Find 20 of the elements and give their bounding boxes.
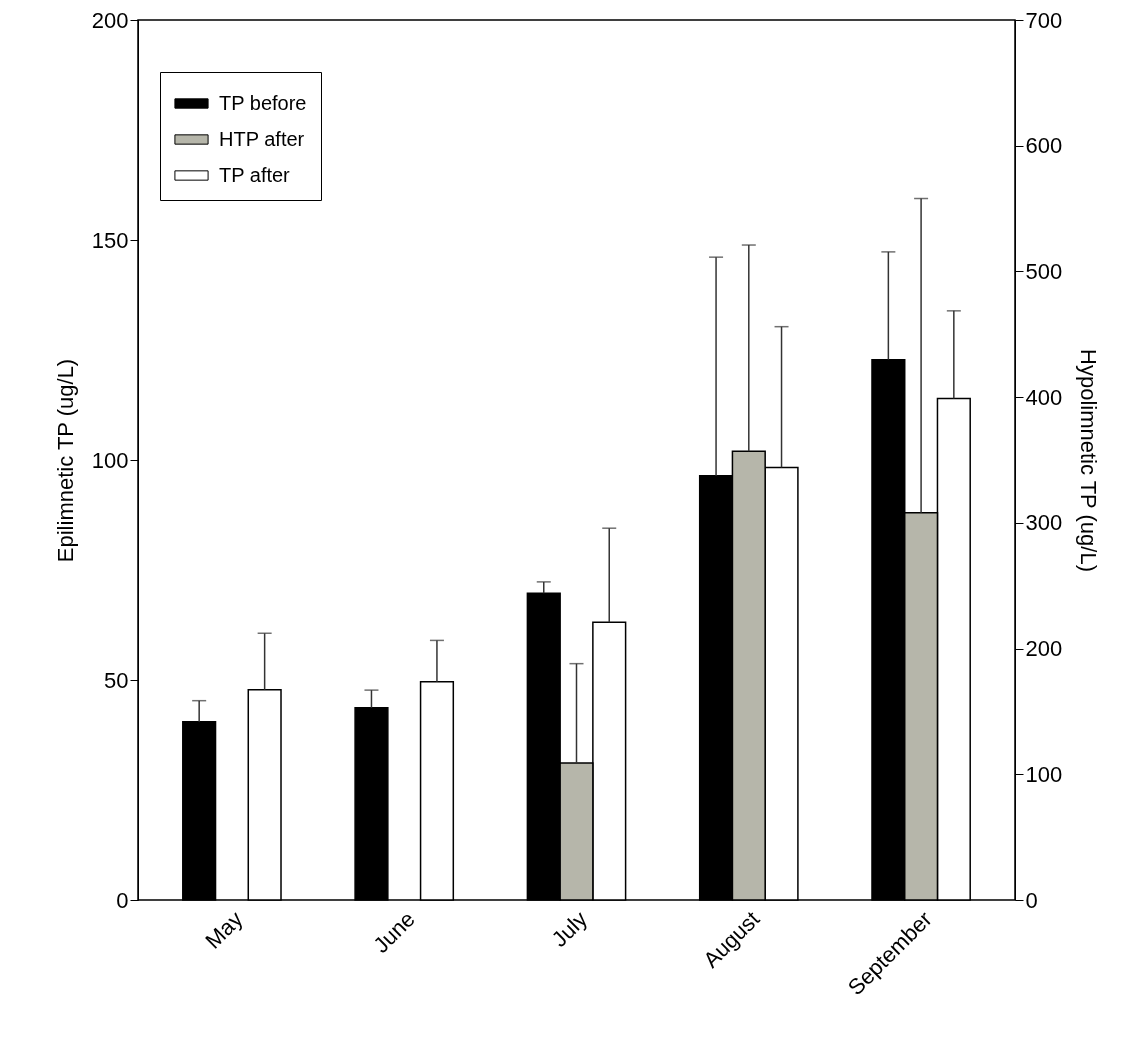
y-tick-label: 150: [91, 227, 129, 253]
y-tick-label: 50: [104, 667, 129, 693]
legend-label: HTP after: [219, 127, 305, 150]
x-tick-label: July: [546, 906, 593, 952]
y2-tick-label: 100: [1025, 761, 1063, 787]
y2-tick-label: 400: [1025, 384, 1063, 410]
legend-label: TP before: [219, 91, 307, 114]
y2-tick-label: 0: [1025, 887, 1038, 913]
y2-tick-label: 700: [1025, 7, 1063, 33]
y2-axis-title: Hypolimnetic TP (ug/L): [1076, 349, 1102, 572]
x-tick-label: May: [200, 906, 248, 954]
y2-tick-label: 200: [1025, 636, 1063, 662]
legend-label: TP after: [219, 163, 291, 186]
y-tick-label: 0: [116, 887, 129, 913]
y2-tick-label: 600: [1025, 133, 1063, 159]
y-tick-label: 100: [91, 447, 129, 473]
y-tick-label: 200: [91, 7, 129, 33]
y2-tick-label: 300: [1025, 510, 1063, 536]
y-axis-title: Epilimnetic TP (ug/L): [52, 358, 78, 563]
y2-tick-label: 500: [1025, 258, 1063, 284]
